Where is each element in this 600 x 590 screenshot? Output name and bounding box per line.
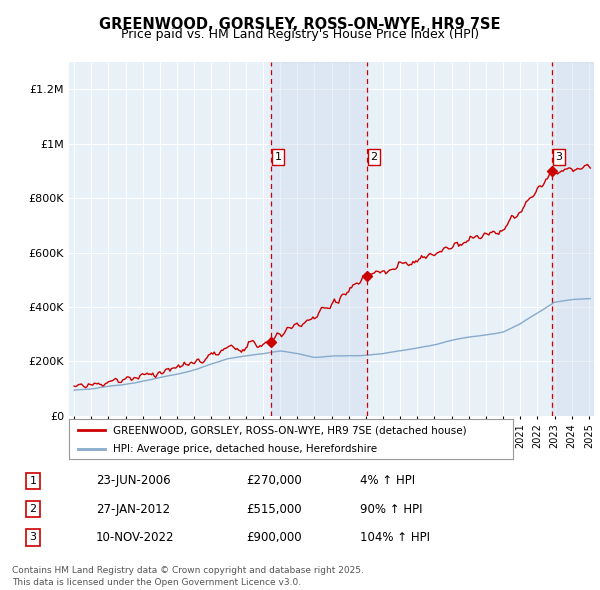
Text: 3: 3	[29, 533, 37, 542]
Text: 23-JUN-2006: 23-JUN-2006	[96, 474, 170, 487]
Text: 4% ↑ HPI: 4% ↑ HPI	[360, 474, 415, 487]
Text: 90% ↑ HPI: 90% ↑ HPI	[360, 503, 422, 516]
Text: £900,000: £900,000	[246, 531, 302, 544]
Text: HPI: Average price, detached house, Herefordshire: HPI: Average price, detached house, Here…	[113, 444, 377, 454]
Text: GREENWOOD, GORSLEY, ROSS-ON-WYE, HR9 7SE (detached house): GREENWOOD, GORSLEY, ROSS-ON-WYE, HR9 7SE…	[113, 425, 467, 435]
Text: Price paid vs. HM Land Registry's House Price Index (HPI): Price paid vs. HM Land Registry's House …	[121, 28, 479, 41]
Text: £270,000: £270,000	[246, 474, 302, 487]
Text: 1: 1	[29, 476, 37, 486]
Text: 3: 3	[556, 152, 563, 162]
Text: 2: 2	[29, 504, 37, 514]
Text: GREENWOOD, GORSLEY, ROSS-ON-WYE, HR9 7SE: GREENWOOD, GORSLEY, ROSS-ON-WYE, HR9 7SE	[99, 17, 501, 31]
Text: 2: 2	[370, 152, 377, 162]
Text: £515,000: £515,000	[246, 503, 302, 516]
Text: 27-JAN-2012: 27-JAN-2012	[96, 503, 170, 516]
Text: 10-NOV-2022: 10-NOV-2022	[96, 531, 175, 544]
Text: Contains HM Land Registry data © Crown copyright and database right 2025.
This d: Contains HM Land Registry data © Crown c…	[12, 566, 364, 587]
Bar	[552, 62, 594, 416]
Bar	[271, 62, 367, 416]
Text: 104% ↑ HPI: 104% ↑ HPI	[360, 531, 430, 544]
Text: 1: 1	[275, 152, 281, 162]
